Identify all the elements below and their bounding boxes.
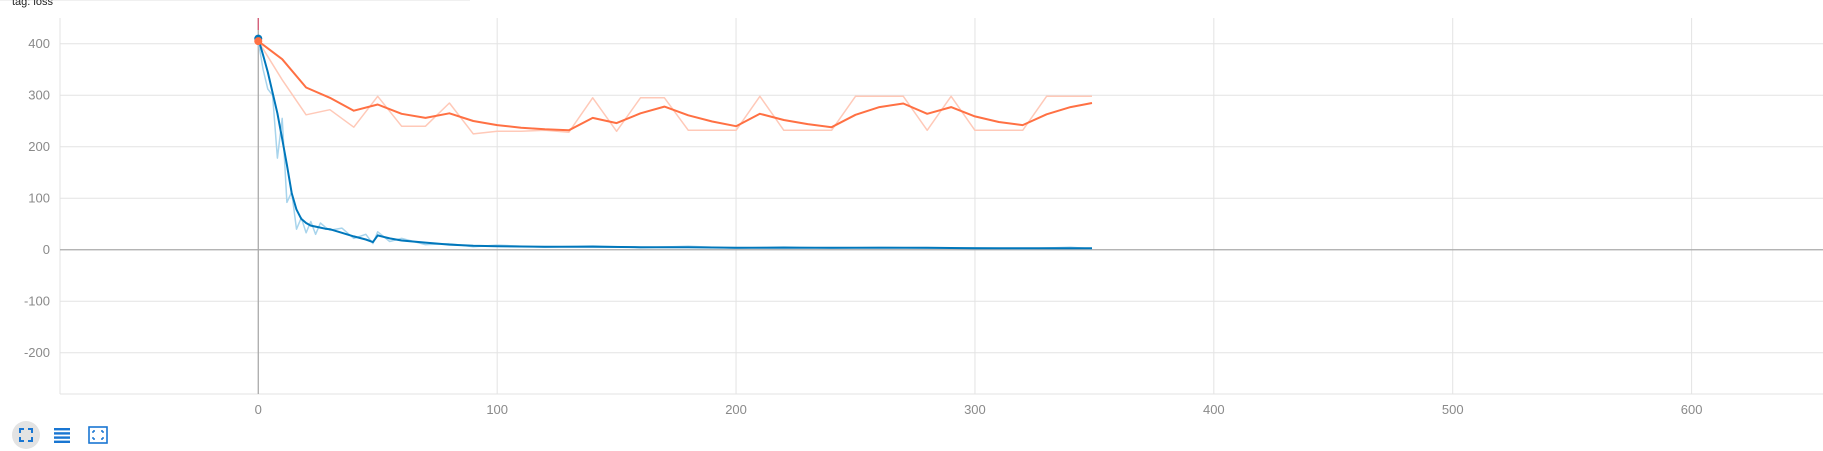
fit-domain-icon [88,426,108,444]
x-tick-label: 500 [1442,402,1464,415]
x-tick-label: 600 [1681,402,1703,415]
x-tick-labels: 0 100 200 300 400 500 600 [255,402,1703,415]
raw-series-line-2 [257,40,1092,135]
series-line-2 [257,40,1093,132]
grid-lines [59,18,1823,395]
expand-icon [19,428,33,442]
x-tick-label: 200 [725,402,747,415]
toggle-expand-button[interactable] [12,421,40,449]
axes [60,18,1823,394]
series-markers [254,34,263,46]
y-tick-label: -200 [24,345,50,360]
x-tick-label: 300 [964,402,986,415]
y-tick-label: 300 [28,87,50,102]
y-tick-label: -100 [24,293,50,308]
series-marker-2 [254,37,263,46]
smoothed-series-lines [257,38,1093,250]
x-tick-label: 100 [486,402,508,415]
chart-title: tag: loss [12,0,53,8]
fit-domain-button[interactable] [84,421,112,449]
list-icon [54,428,70,443]
chart-toolbar [12,421,112,449]
loss-chart[interactable]: 0 100 200 300 400 500 600 -200 -100 0 100 200 300 40… [0,0,1823,415]
y-tick-label: 200 [28,139,50,154]
raw-series-lines [257,40,1093,250]
y-tick-label: 400 [28,36,50,51]
raw-series-line-1 [257,41,1093,250]
x-tick-label: 400 [1203,402,1225,415]
series-line-1 [257,38,1092,250]
y-tick-label: 100 [28,190,50,205]
y-tick-label: 0 [43,242,50,257]
title-underline [0,0,470,1]
toggle-log-scale-button[interactable] [48,421,76,449]
x-tick-label: 0 [255,402,262,415]
y-tick-labels: -200 -100 0 100 200 300 400 [24,36,50,360]
